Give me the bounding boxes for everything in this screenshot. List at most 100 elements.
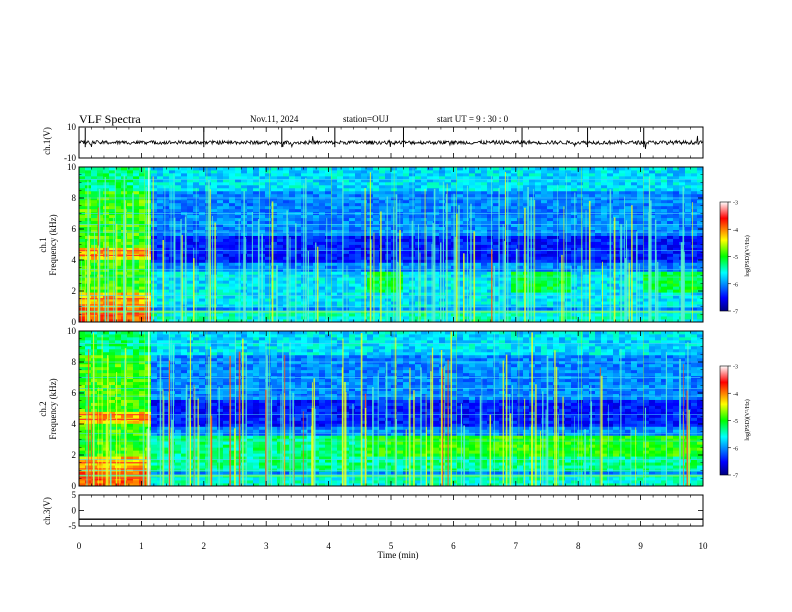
- ch1-spectrogram-cell: [103, 271, 110, 275]
- ch1-spectrogram-cell: [643, 253, 650, 257]
- ch1-spectrogram-cell: [139, 184, 146, 189]
- ch1-spectrogram-cell: [355, 187, 362, 192]
- ch1-spectrogram-cell: [619, 214, 626, 219]
- ch1-spectrogram-cell: [337, 181, 344, 186]
- ch1-spectrogram-cell: [415, 181, 422, 186]
- ch1-spectrogram-cell: [511, 220, 518, 225]
- ch1-spectrogram-cell: [589, 226, 596, 230]
- ch1-spectrogram-cell: [175, 232, 182, 236]
- ch1-spectrogram-cell: [343, 295, 350, 299]
- ch1-spectrogram-cell: [379, 169, 386, 174]
- ch1-spectrogram-cell: [427, 247, 434, 251]
- ch1-spectrogram-cell: [157, 199, 164, 204]
- ch1-spectrogram-cell: [523, 202, 530, 207]
- ch1-spectrogram-cell: [571, 247, 578, 251]
- ch1-spectrogram-cell: [649, 262, 656, 266]
- ch1-spectrogram-cell: [523, 181, 530, 186]
- ch1-spectrogram-cell: [265, 274, 272, 278]
- ch1-spectrogram-cell: [517, 205, 524, 210]
- ch1-spectrogram-cell: [307, 208, 314, 213]
- ch1-spectrogram-cell: [469, 202, 476, 207]
- ch1-spectrogram-cell: [271, 229, 278, 233]
- ch1-spectrogram-cell: [229, 304, 236, 308]
- ch1-spectrogram-cell: [499, 205, 506, 210]
- ch1-spectrogram-cell: [475, 265, 482, 269]
- ch1-spectrogram-cell: [427, 283, 434, 287]
- ch1-spectrogram-cell: [541, 301, 548, 305]
- ch1-spectrogram-cell: [151, 298, 158, 302]
- ch1-spectrogram-cell: [529, 187, 536, 192]
- ch1-spectrogram-cell: [295, 181, 302, 186]
- ch1-spectrogram-cell: [433, 241, 440, 245]
- ch1-spectrogram-cell: [175, 319, 182, 323]
- ch1-spectrogram-cell: [133, 181, 140, 186]
- ch1-spectrogram-cell: [379, 262, 386, 266]
- ch1-spectrogram-cell: [619, 259, 626, 263]
- ch1-spectrogram-cell: [433, 280, 440, 284]
- ch1-spectrogram-cell: [547, 217, 554, 222]
- ch1-spectrogram-cell: [541, 184, 548, 189]
- ch1-spectrogram-cell: [145, 208, 152, 213]
- ch1-spectrogram-cell: [589, 277, 596, 281]
- ch1-spectrogram-cell: [289, 244, 296, 248]
- ch1-spectrogram-cell: [409, 169, 416, 174]
- ch1-spectrogram-cell: [499, 301, 506, 305]
- ch1-spectrogram-cell: [499, 295, 506, 299]
- ch1-spectrogram-cell: [127, 214, 134, 219]
- ch1-spectrogram-cell: [643, 205, 650, 210]
- ch1-spectrogram-cell: [163, 223, 170, 228]
- ch1-spectrogram-cell: [553, 232, 560, 236]
- ch1-spectrogram-cell: [589, 232, 596, 236]
- ch1-spectrogram-cell: [211, 244, 218, 248]
- ch1-spectrogram-cell: [319, 167, 326, 171]
- ch1-spectrogram-cell: [637, 187, 644, 192]
- ch1-spectrogram-cell: [241, 181, 248, 186]
- ch1-spectrogram-cell: [259, 202, 266, 207]
- ch1-spectrogram-cell: [307, 319, 314, 323]
- ch1-spectrogram-cell: [307, 193, 314, 198]
- ch1-spectrogram-cell: [319, 193, 326, 198]
- ch1-spectrogram-cell: [529, 289, 536, 293]
- ch1-spectrogram-cell: [487, 289, 494, 293]
- ch1-spectrogram-cell: [457, 226, 464, 230]
- ch1-spectrogram-cell: [439, 304, 446, 308]
- ch1-spectrogram-cell: [283, 187, 290, 192]
- ch1-spectrogram-cell: [565, 226, 572, 230]
- ch1-spectrogram-cell: [439, 214, 446, 219]
- ch1-spectrogram-cell: [427, 220, 434, 225]
- ch1-spectrogram-cell: [433, 205, 440, 210]
- ch1-spectrogram-cell: [211, 229, 218, 233]
- ch1-spectrogram-cell: [331, 167, 338, 171]
- ch1-spectrogram-cell: [343, 247, 350, 251]
- ch1-spectrogram-cell: [499, 187, 506, 192]
- ch1-spectrogram-cell: [373, 247, 380, 251]
- ch1-spectrogram-cell: [91, 187, 98, 192]
- ch1-spectrogram-cell: [103, 247, 110, 251]
- ch1-spectrogram-cell: [487, 220, 494, 225]
- ch1-spectrogram-cell: [493, 202, 500, 207]
- ch1-spectrogram-cell: [541, 286, 548, 290]
- ch1-spectrogram-cell: [493, 196, 500, 201]
- ch1-spectrogram-cell: [529, 244, 536, 248]
- ch1-spectrogram-cell: [247, 175, 254, 180]
- ch1-spectrogram-cell: [529, 295, 536, 299]
- ch1-spectrogram-cell: [439, 295, 446, 299]
- ch1-spectrogram-cell: [85, 167, 92, 171]
- ch1-spectrogram-cell: [127, 247, 134, 251]
- ch1-spectrogram-cell: [457, 313, 464, 317]
- ch1-spectrogram-cell: [433, 313, 440, 317]
- ch1-spectrogram-cell: [127, 199, 134, 204]
- ch1-spectrogram-cell: [601, 241, 608, 245]
- ch1-spectrogram-cell: [625, 205, 632, 210]
- ch1-spectrogram-cell: [103, 205, 110, 210]
- ch1-spectrogram-cell: [181, 199, 188, 204]
- ch1-spectrogram-cell: [427, 223, 434, 228]
- ch1-spectrogram-cell: [331, 313, 338, 317]
- ch1-spectrogram-cell: [565, 214, 572, 219]
- ch1-spectrogram-cell: [331, 220, 338, 225]
- ch1-spectrogram-cell: [613, 274, 620, 278]
- ch1-spectrogram-cell: [529, 193, 536, 198]
- ch1-spectrogram-cell: [565, 289, 572, 293]
- ch1-spectrogram-cell: [601, 316, 608, 320]
- ch1-spectrogram-cell: [535, 301, 542, 305]
